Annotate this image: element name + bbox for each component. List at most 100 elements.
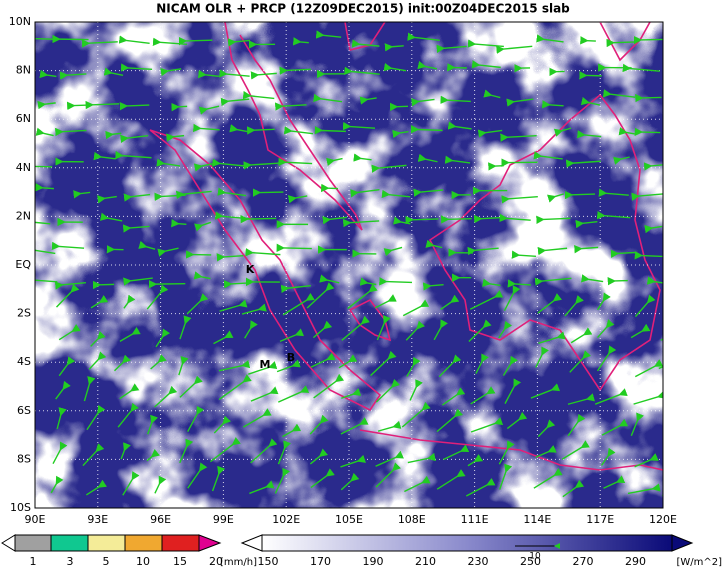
wind-arrow — [574, 244, 599, 254]
wind-arrow — [413, 188, 444, 197]
wind-arrow — [93, 151, 116, 161]
wind-arrow — [499, 213, 531, 223]
wind-arrow — [401, 401, 431, 428]
wind-arrow — [35, 245, 56, 255]
lon-label: 120E — [649, 513, 677, 526]
wind-arrow — [646, 276, 663, 285]
wind-arrow — [314, 126, 346, 135]
wind-arrow — [279, 66, 311, 75]
wind-arrow — [99, 212, 123, 222]
legend-labels: 1 3 5 10 15 20[mm/h] 150 170 190 210 230 250 270 290 [… — [30, 555, 723, 568]
wind-arrow — [383, 62, 407, 72]
wind-arrow — [644, 224, 663, 234]
wind-arrow — [274, 467, 291, 494]
wind-arrow — [310, 352, 336, 368]
site-label: K — [246, 263, 255, 276]
wind-arrow — [193, 123, 220, 133]
wind-arrow — [417, 153, 438, 163]
wind-arrow — [633, 35, 663, 45]
wind-arrow — [280, 284, 311, 294]
wind-arrow — [438, 354, 462, 378]
lon-label: 93E — [87, 513, 108, 526]
wind-arrow — [444, 155, 471, 164]
wind-arrow — [282, 423, 302, 438]
wind-arrow — [504, 378, 522, 404]
wind-arrow — [471, 60, 501, 69]
wind-arrow — [243, 408, 272, 428]
wind-arrow — [404, 475, 431, 493]
wind-arrow — [417, 60, 438, 70]
olr-unit: [W/m^2] — [676, 557, 722, 568]
wind-arrow — [598, 188, 629, 197]
wind-arrow — [240, 215, 277, 224]
wind-arrow — [292, 37, 309, 46]
wind-arrow — [501, 195, 538, 204]
wind-arrow — [580, 274, 604, 283]
wind-arrow — [37, 100, 56, 110]
wind-arrow — [187, 462, 208, 489]
olr-tick: 270 — [573, 555, 594, 568]
wind-arrow — [220, 97, 250, 107]
wind-arrow — [243, 161, 281, 170]
wind-arrow — [55, 380, 71, 400]
wind-arrow — [576, 130, 602, 139]
wind-arrow — [277, 440, 292, 465]
precip-unit: [mm/h] — [220, 557, 257, 568]
wind-arrow — [561, 440, 590, 460]
wind-arrow — [482, 278, 501, 287]
wind-arrow — [567, 393, 595, 405]
wind-arrow — [118, 35, 150, 45]
wind-arrow — [122, 224, 150, 233]
wind-arrow — [634, 251, 663, 260]
wind-arrow — [250, 438, 278, 464]
wind-arrow — [622, 63, 660, 73]
wind-arrow — [347, 283, 378, 310]
wind-arrow — [383, 246, 403, 257]
vector-reference: 10 — [529, 552, 541, 562]
wind-arrow — [50, 475, 64, 494]
wind-arrow — [194, 221, 212, 232]
wind-arrow — [433, 319, 448, 341]
wind-arrow — [375, 462, 402, 488]
wind-arrow — [470, 386, 496, 405]
wind-arrow — [282, 292, 315, 316]
wind-arrow — [56, 407, 67, 430]
wind-arrow — [248, 361, 278, 375]
wind-arrow — [123, 294, 136, 309]
lat-label: 4N — [16, 161, 31, 174]
wind-arrow — [241, 303, 267, 315]
wind-arrow — [533, 468, 563, 489]
wind-arrow — [422, 282, 444, 291]
lat-label: EQ — [15, 258, 31, 271]
wind-arrow — [35, 279, 58, 283]
wind-arrow — [276, 359, 301, 373]
wind-arrow — [359, 96, 377, 105]
lon-label: 105E — [335, 513, 363, 526]
wind-arrow — [405, 215, 439, 225]
wind-arrow — [155, 328, 171, 348]
lon-label: 108E — [398, 513, 426, 526]
wind-arrow — [537, 293, 563, 314]
wind-arrow — [506, 411, 528, 430]
lat-label: 8S — [17, 452, 31, 465]
graticule — [35, 22, 663, 508]
wind-arrow — [602, 89, 636, 98]
wind-arrow — [536, 34, 564, 43]
wind-arrow — [564, 190, 596, 200]
wind-arrow — [500, 133, 537, 142]
wind-arrow — [119, 101, 150, 111]
wind-arrow — [341, 315, 370, 341]
wind-arrow — [309, 448, 329, 465]
wind-arrow — [154, 475, 167, 494]
wind-arrow — [535, 346, 549, 368]
wind-arrow — [436, 408, 464, 433]
wind-arrow — [567, 413, 586, 437]
wind-arrow — [122, 471, 140, 496]
wind-arrow — [370, 350, 397, 377]
wind-arrow — [666, 414, 672, 429]
wind-arrow — [475, 353, 489, 374]
site-label: M — [260, 358, 271, 371]
wind-vectors — [35, 30, 672, 498]
